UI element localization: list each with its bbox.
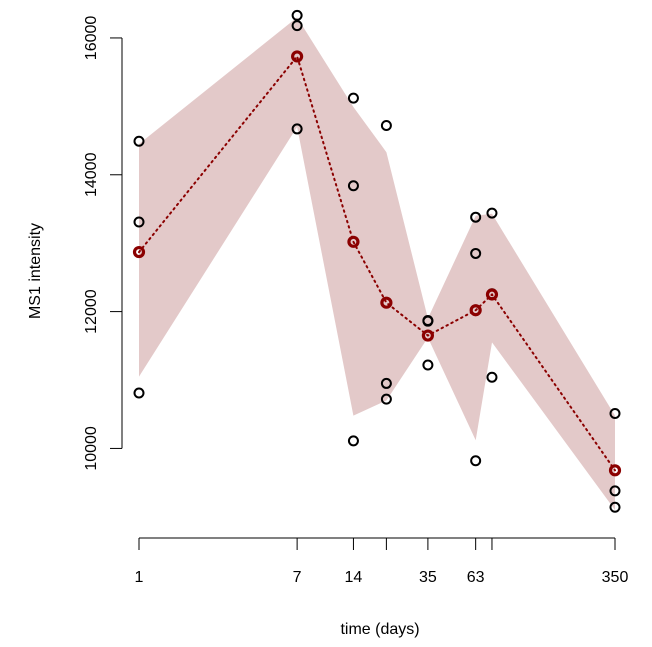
x-tick-label: 63	[467, 569, 485, 586]
replicate-point	[380, 120, 392, 132]
y-ticks: 10000 12000 14000 16000	[83, 16, 122, 471]
replicate-point	[133, 387, 145, 399]
replicate-point	[291, 123, 303, 135]
replicate-point	[347, 435, 359, 447]
mean-point	[469, 304, 482, 317]
replicate-point	[422, 315, 434, 327]
replicate-point	[470, 211, 482, 223]
confidence-band	[139, 17, 615, 511]
replicate-point	[347, 92, 359, 104]
replicate-point	[422, 359, 434, 371]
replicate-point	[133, 216, 145, 228]
replicate-point	[486, 371, 498, 383]
mean-point	[608, 464, 622, 477]
x-tick-label: 7	[293, 569, 302, 586]
replicate-point	[380, 393, 392, 405]
mean-point	[421, 329, 434, 342]
x-ticks: 1 7 14 35 63 350	[135, 538, 629, 586]
mean-point	[347, 235, 360, 248]
mean-point	[132, 245, 146, 259]
x-axis: 1 7 14 35 63 350	[135, 537, 629, 586]
y-axis-label: MS1 intensity	[27, 223, 44, 319]
x-axis-label: time (days)	[340, 621, 419, 638]
x-tick-label: 350	[602, 569, 629, 586]
y-tick-label: 16000	[83, 16, 100, 61]
replicate-point	[609, 408, 621, 420]
x-tick-label: 35	[419, 569, 437, 586]
replicate-point	[291, 9, 303, 21]
replicate-point	[486, 207, 498, 219]
x-tick-label: 1	[135, 569, 144, 586]
mean-point	[485, 288, 499, 301]
mean-point	[291, 50, 304, 63]
y-tick-label: 12000	[83, 289, 100, 334]
replicate-point	[470, 247, 482, 259]
replicate-points	[133, 9, 621, 513]
y-axis: 10000 12000 14000 16000	[83, 16, 123, 471]
plot-area	[132, 9, 622, 513]
mean-points	[132, 50, 622, 477]
mean-point	[380, 296, 393, 309]
replicate-point	[609, 501, 621, 513]
replicate-point	[380, 377, 392, 389]
replicate-point	[470, 455, 482, 467]
replicate-point	[291, 20, 303, 32]
replicate-point	[609, 485, 621, 497]
replicate-point	[133, 135, 145, 147]
replicate-point	[347, 180, 359, 192]
x-tick-label: 14	[345, 569, 363, 586]
y-tick-label: 14000	[83, 152, 100, 197]
y-tick-label: 10000	[83, 426, 100, 471]
